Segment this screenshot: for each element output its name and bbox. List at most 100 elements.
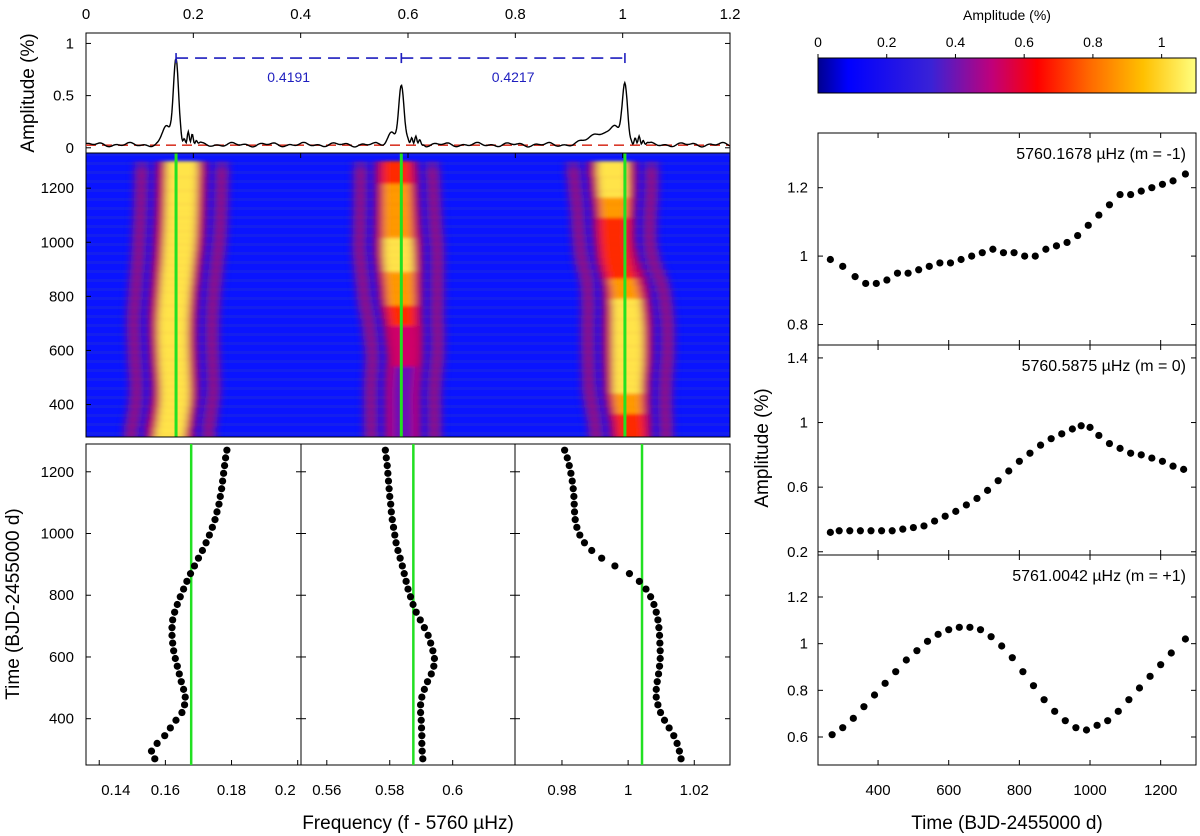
frequency-point bbox=[655, 631, 664, 639]
amplitude-point bbox=[860, 703, 868, 711]
frequency-x-tick-label: 0.16 bbox=[151, 782, 180, 799]
frequency-point bbox=[180, 701, 189, 709]
amplitude-point bbox=[923, 637, 932, 645]
amplitude-point bbox=[899, 525, 907, 533]
frequency-point bbox=[218, 485, 226, 493]
frequency-point bbox=[569, 485, 577, 493]
frequency-point bbox=[656, 647, 664, 655]
amplitude-point bbox=[994, 477, 1002, 485]
amplitude-point bbox=[1169, 177, 1177, 185]
colorbar-gradient bbox=[817, 57, 1197, 94]
frequency-point bbox=[219, 477, 227, 485]
frequency-x-tick-label: 0.18 bbox=[217, 782, 246, 799]
colorbar-tick-label: 0 bbox=[814, 34, 822, 50]
amplitude-point bbox=[870, 691, 879, 699]
frequency-point bbox=[388, 516, 396, 524]
amplitude-point bbox=[946, 259, 955, 267]
frequency-y-tick-label: 800 bbox=[49, 587, 74, 604]
frequency-point bbox=[561, 446, 569, 454]
spectrum-y-tick-label: 0 bbox=[66, 140, 74, 157]
frequency-x-tick-label: 1.02 bbox=[680, 782, 709, 799]
amplitude-point bbox=[909, 523, 917, 532]
frequency-point bbox=[655, 662, 664, 670]
frequency-point bbox=[384, 469, 392, 477]
amplitude-point bbox=[1061, 717, 1069, 725]
frequency-point bbox=[653, 678, 661, 686]
spectrum-top-tick-label: 1.2 bbox=[720, 6, 741, 23]
heatmap-y-tick-label: 800 bbox=[49, 288, 74, 305]
amplitude-point bbox=[1040, 696, 1048, 704]
amplitude-point bbox=[1077, 422, 1085, 430]
amplitude-point bbox=[828, 731, 836, 739]
amplitude-panel-frame bbox=[817, 554, 1197, 766]
frequency-x-tick-label: 0.2 bbox=[275, 782, 296, 799]
frequency-point bbox=[570, 492, 578, 501]
heatmap-ridge-cell bbox=[597, 161, 628, 178]
amplitude-point bbox=[957, 255, 965, 264]
amplitude-point bbox=[1093, 721, 1101, 729]
spectrum-y-tick-label: 0.5 bbox=[53, 88, 74, 105]
amplitude-y-tick-label: 1.4 bbox=[787, 350, 808, 367]
frequency-point bbox=[384, 477, 393, 485]
frequency-point bbox=[172, 716, 180, 724]
amplitude-point bbox=[978, 249, 986, 257]
amplitude-panel-label: 5761.0042 µHz (m = +1) bbox=[1012, 568, 1186, 585]
amplitude-point bbox=[1169, 462, 1177, 470]
amplitude-point bbox=[913, 647, 921, 655]
amplitude-point bbox=[1148, 184, 1156, 192]
amplitude-point bbox=[1058, 430, 1066, 438]
amplitude-point bbox=[1015, 457, 1023, 465]
amplitude-point bbox=[976, 626, 985, 634]
spectrum-curve bbox=[85, 56, 731, 148]
amplitude-point bbox=[851, 273, 859, 281]
frequency-x-tick-label: 0.14 bbox=[101, 782, 130, 799]
frequency-point bbox=[427, 670, 435, 678]
spectrum-y-tick-label: 1 bbox=[66, 35, 74, 52]
frequency-point bbox=[427, 639, 435, 647]
amplitude-point bbox=[941, 512, 949, 520]
frequency-point bbox=[571, 516, 579, 524]
spacing-label: 0.4217 bbox=[492, 69, 535, 85]
amplitude-point bbox=[955, 623, 963, 631]
frequency-point bbox=[588, 546, 596, 555]
frequency-point bbox=[168, 624, 176, 632]
frequency-point bbox=[181, 693, 189, 701]
amplitude-point bbox=[1135, 684, 1144, 692]
amplitude-point bbox=[1104, 717, 1112, 725]
frequency-point bbox=[573, 523, 581, 531]
amplitude-point bbox=[1127, 449, 1135, 457]
amplitude-point bbox=[1068, 425, 1076, 433]
amplitude-point bbox=[983, 486, 992, 494]
heatmap-sidelobe bbox=[134, 161, 149, 178]
amplitude-point bbox=[877, 527, 886, 535]
amplitude-y-tick-label: 0.6 bbox=[787, 729, 808, 746]
amplitude-point bbox=[1116, 190, 1124, 199]
amplitude-point bbox=[945, 626, 953, 634]
amplitude-point bbox=[856, 527, 864, 535]
frequency-point bbox=[186, 570, 195, 578]
frequency-point bbox=[418, 747, 426, 755]
amplitude-point bbox=[846, 527, 854, 535]
frequency-point bbox=[647, 593, 655, 601]
amplitude-point bbox=[904, 269, 912, 277]
frequency-point bbox=[656, 708, 665, 717]
frequency-x-tick-label: 0.6 bbox=[442, 782, 463, 799]
spectrum-top-tick-label: 0.8 bbox=[505, 6, 526, 23]
frequency-point bbox=[625, 570, 634, 578]
frequency-panel-frame bbox=[85, 443, 302, 766]
frequency-point bbox=[147, 747, 156, 755]
frequency-point bbox=[190, 562, 199, 570]
amplitude-point bbox=[1086, 423, 1094, 431]
frequency-point bbox=[423, 678, 432, 686]
amplitude-point bbox=[893, 269, 902, 277]
frequency-point bbox=[652, 693, 660, 701]
frequency-point bbox=[420, 624, 428, 632]
amplitude-point bbox=[1019, 668, 1027, 676]
colorbar-tick-label: 0.8 bbox=[1083, 34, 1103, 50]
amplitude-point bbox=[1021, 252, 1029, 260]
amplitude-point bbox=[952, 507, 960, 515]
frequency-point bbox=[412, 608, 420, 616]
frequency-point bbox=[580, 539, 589, 547]
frequency-point bbox=[430, 662, 438, 670]
amplitude-point bbox=[1181, 635, 1190, 643]
